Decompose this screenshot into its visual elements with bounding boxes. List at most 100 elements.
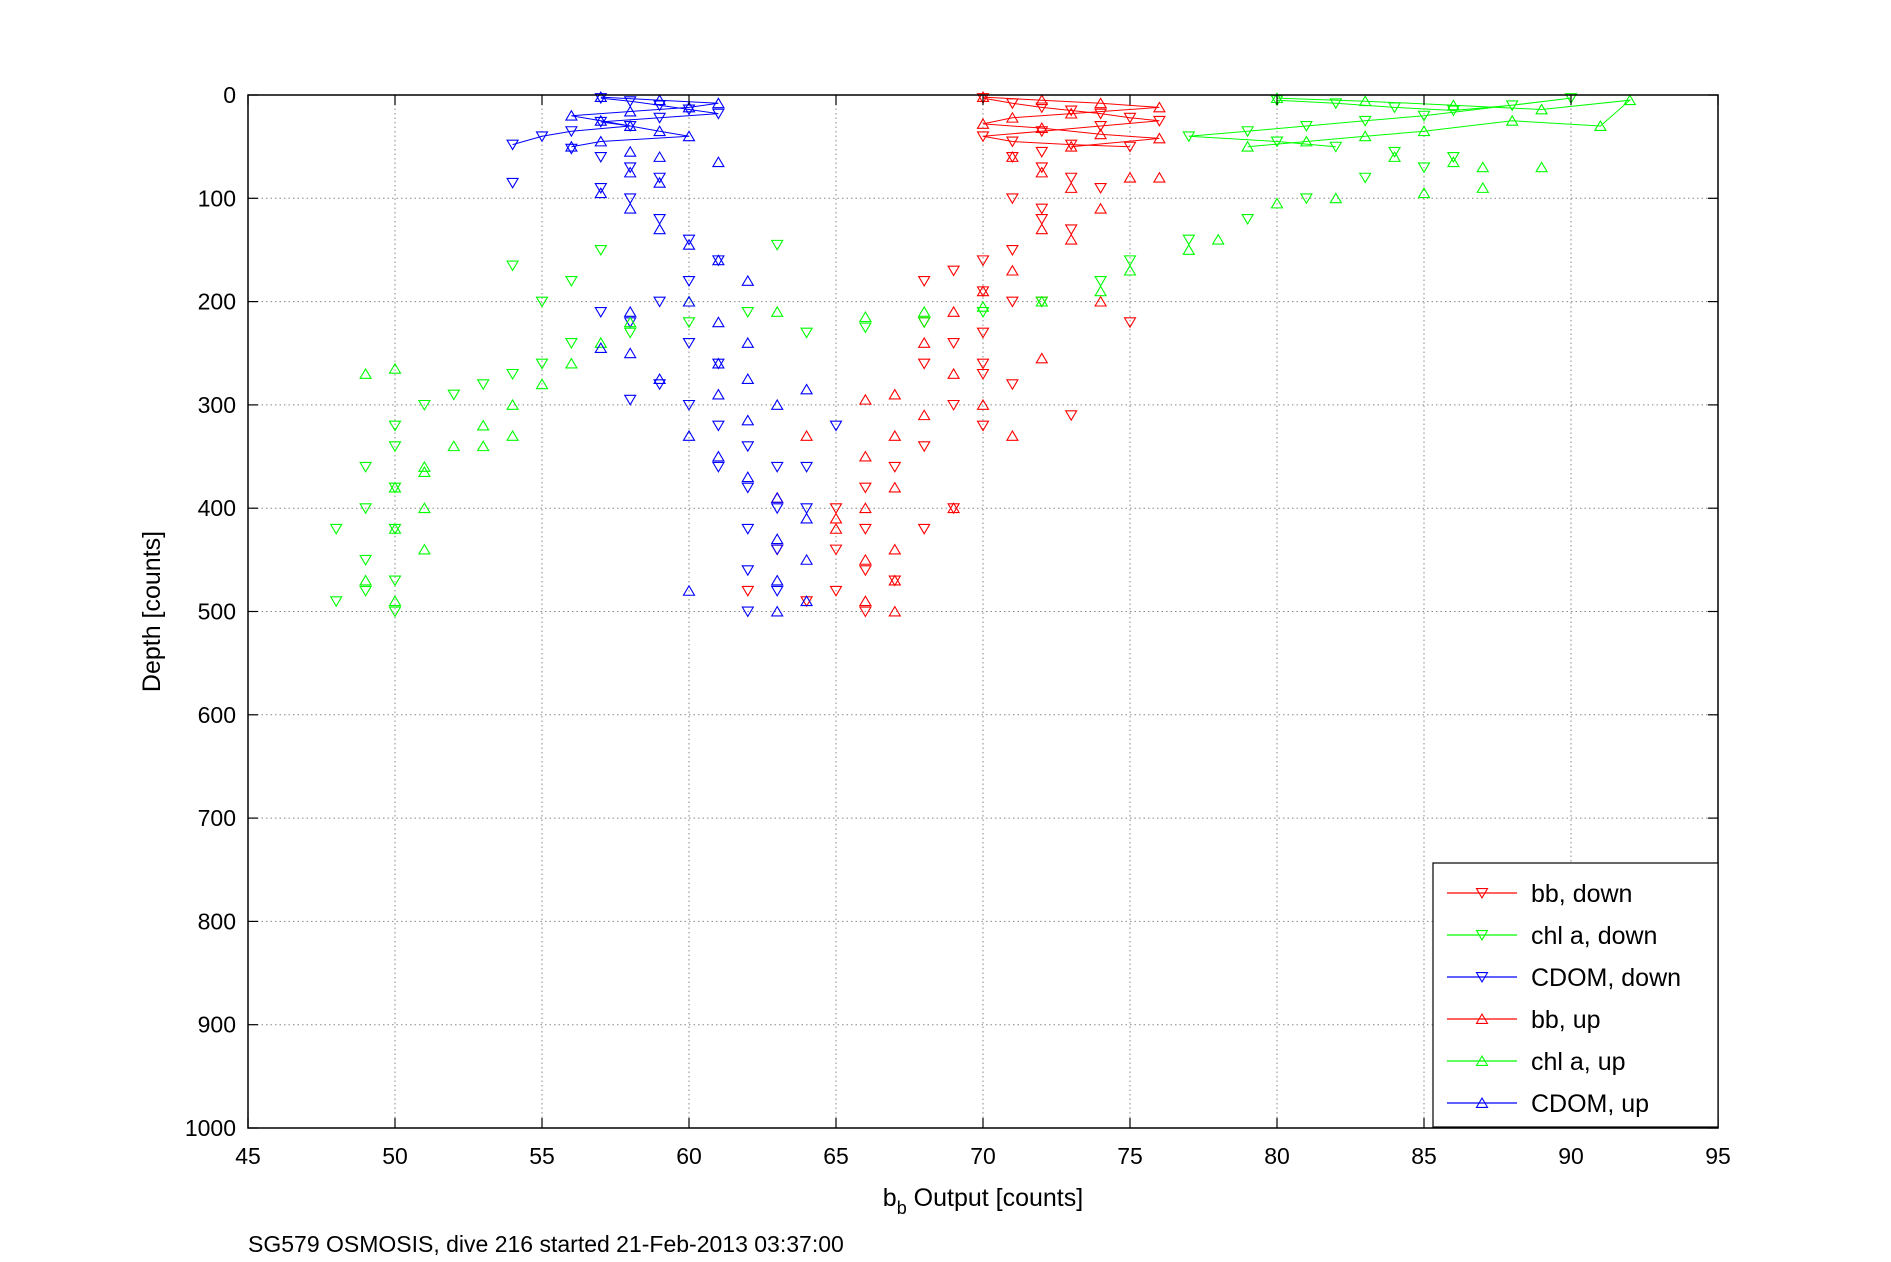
data-point [947,367,961,379]
data-point [1182,234,1196,246]
data-point [1094,295,1108,307]
data-point [653,172,667,184]
data-point [564,337,578,349]
y-tick-label: 400 [198,495,236,521]
data-point [682,130,696,142]
series-line [571,96,719,148]
series-points [329,91,1637,618]
data-point [1005,379,1019,391]
data-point [829,512,843,524]
y-tick-label: 900 [198,1012,236,1038]
data-point [594,152,608,164]
data-point [682,275,696,287]
data-point [682,101,696,113]
data-point [1535,161,1549,173]
data-point [359,585,373,597]
data-point [741,336,755,348]
data-point [947,337,961,349]
data-point [1035,146,1049,158]
data-point [1123,255,1137,267]
data-point [858,322,872,334]
y-tick-label: 200 [198,289,236,315]
data-point [711,316,725,328]
data-point [800,553,814,565]
data-point [858,565,872,577]
data-point [800,383,814,395]
data-point [417,466,431,477]
data-point [1005,111,1019,123]
data-point [858,606,872,618]
data-point [976,93,990,105]
data-point [682,317,696,329]
data-point [388,441,402,453]
data-point [1152,132,1166,144]
y-axis-label: Depth [counts] [138,531,166,692]
data-point [594,183,608,195]
data-point [1270,136,1284,148]
data-point [476,379,490,391]
data-point [917,305,931,317]
data-point [1593,119,1607,131]
data-point [976,255,990,267]
x-tick-label: 50 [382,1143,408,1169]
data-point [388,420,402,432]
data-point [1358,130,1372,142]
data-point [564,357,578,369]
data-point [711,156,725,168]
data-point [741,523,755,535]
data-point [594,91,608,103]
data-point [1182,243,1196,255]
x-tick-label: 45 [235,1143,261,1169]
data-point [623,394,637,406]
data-point [829,420,843,432]
x-axis-label-main: b [883,1184,897,1212]
data-point [917,409,931,421]
legend-marker [1475,1054,1489,1066]
data-point [1035,162,1049,174]
y-tick-label: 700 [198,805,236,831]
y-tick-label: 600 [198,702,236,728]
data-point [476,440,490,452]
data-point [388,522,402,534]
data-point [594,306,608,318]
data-point [741,482,755,494]
data-point [947,399,961,411]
y-tick-label: 0 [223,82,236,108]
x-tick-label: 75 [1117,1143,1143,1169]
data-point [1123,171,1137,183]
data-point [594,135,608,147]
data-point [1064,224,1078,236]
data-point [1358,95,1372,107]
data-point [653,214,667,225]
data-point [1446,156,1460,168]
data-point [1094,97,1108,109]
data-point [653,223,667,235]
data-point [711,254,725,266]
data-point [329,523,343,535]
data-point [1094,202,1108,214]
data-point [535,296,549,308]
data-point [800,429,814,441]
data-point [359,503,373,515]
data-point [858,523,872,535]
data-point [535,358,549,370]
data-point [741,414,755,426]
data-point [535,378,549,390]
data-point [1535,103,1549,115]
data-point [682,429,696,441]
data-point [1064,410,1078,422]
data-point [858,450,872,462]
data-point [741,471,755,483]
series-line [1188,97,1572,148]
data-point [1417,187,1431,199]
data-point [1064,233,1078,245]
data-point [858,502,872,514]
data-point [1005,150,1019,162]
data-point [770,305,784,317]
y-tick-label: 500 [198,599,236,625]
legend-marker [1475,1012,1489,1024]
data-point [623,119,637,131]
legend-label: CDOM, up [1531,1090,1649,1118]
legend-label: bb, up [1531,1006,1601,1034]
